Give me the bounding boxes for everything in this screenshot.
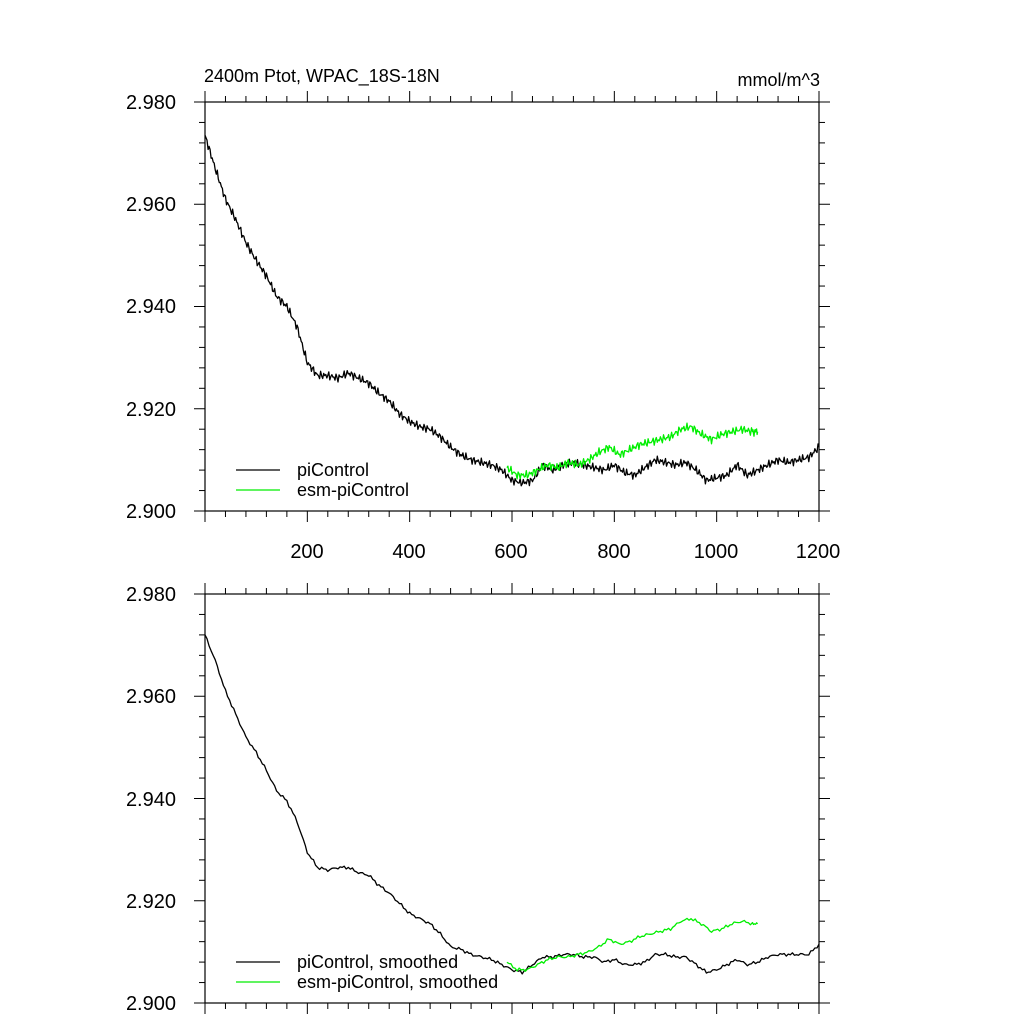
x-tick-label: 600 [494, 541, 527, 563]
bottom-plot-area [194, 583, 830, 1014]
legend: piControl, smoothed esm-piControl, smoot… [236, 952, 498, 992]
plot-frame [204, 593, 820, 1004]
y-tick-label: 2.920 [126, 399, 176, 421]
y-tick-label: 2.960 [126, 194, 176, 216]
esm-picontrol-line [506, 422, 759, 480]
x-tick-label: 1000 [694, 541, 739, 563]
y-tick-label: 2.940 [126, 789, 176, 811]
picontrol-line [204, 134, 820, 487]
bottom-panel: 2.900 2.920 2.940 2.960 2.980 piControl,… [126, 583, 830, 1015]
legend-label: esm-piControl, smoothed [297, 972, 498, 992]
legend: piControl esm-piControl [236, 460, 409, 500]
y-tick-label: 2.900 [126, 501, 176, 523]
x-tick-label: 400 [392, 541, 425, 563]
bottom-y-tick-labels: 2.900 2.920 2.940 2.960 2.980 [126, 584, 176, 1015]
legend-label: esm-piControl [297, 480, 409, 500]
units-label: mmol/m^3 [738, 70, 820, 90]
y-tick-label: 2.900 [126, 993, 176, 1015]
y-tick-label: 2.980 [126, 92, 176, 114]
top-panel: 2400m Ptot, WPAC_18S-18N mmol/m^3 2.900 … [126, 66, 840, 563]
x-tick-label: 200 [290, 541, 323, 563]
plot-frame [204, 101, 820, 512]
y-tick-label: 2.940 [126, 296, 176, 318]
legend-label: piControl, smoothed [297, 952, 458, 972]
y-tick-label: 2.960 [126, 686, 176, 708]
legend-label: piControl [297, 460, 369, 480]
x-tick-label: 800 [597, 541, 630, 563]
top-x-tick-labels: 200 400 600 800 1000 1200 [290, 541, 840, 563]
top-plot-area [194, 91, 830, 522]
x-tick-label: 1200 [796, 541, 841, 563]
picontrol-smoothed-line [204, 634, 820, 975]
chart-title: 2400m Ptot, WPAC_18S-18N [204, 66, 440, 87]
y-tick-label: 2.980 [126, 584, 176, 606]
top-y-tick-labels: 2.900 2.920 2.940 2.960 2.980 [126, 92, 176, 523]
y-tick-label: 2.920 [126, 891, 176, 913]
esm-picontrol-smoothed-line [506, 917, 759, 972]
